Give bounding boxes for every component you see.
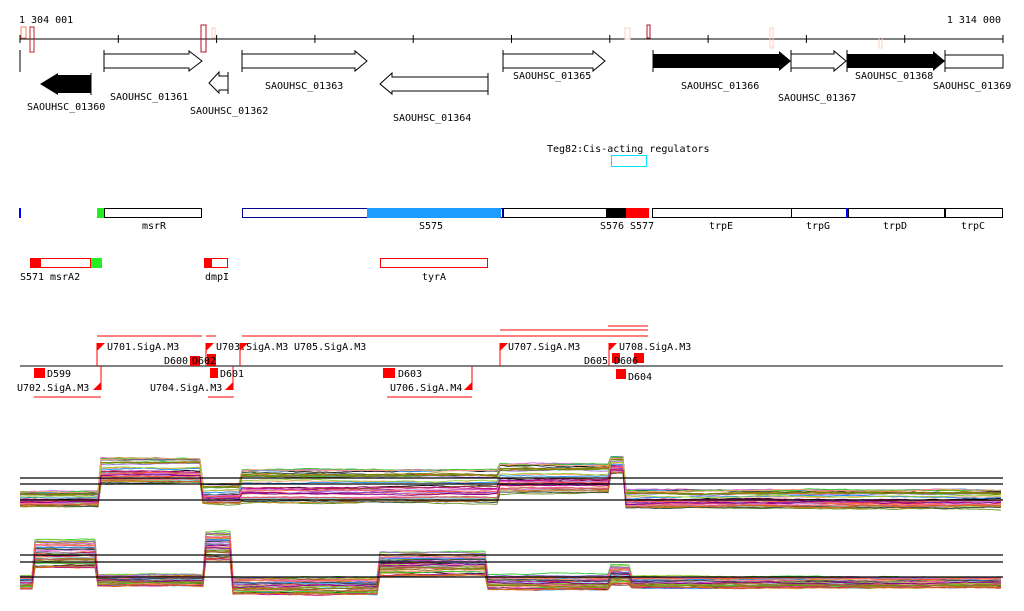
- feature-track-1: msrR S575 S576 S577 trpE trpG trpD trpC: [19, 208, 1003, 232]
- feature-tyrA[interactable]: tyrA: [380, 258, 488, 284]
- gene-SAOUHSC_01363[interactable]: SAOUHSC_01363: [241, 49, 368, 92]
- terminator-D605[interactable]: D605: [584, 356, 608, 367]
- promoter-U708[interactable]: U708.SigA.M3: [619, 342, 691, 353]
- gene-label: SAOUHSC_01362: [190, 106, 268, 117]
- feature-S571[interactable]: S571: [20, 258, 44, 283]
- expression-line: [20, 463, 1002, 500]
- expression-line: [19, 457, 1001, 494]
- expression-line: [20, 470, 1001, 507]
- expression-line: [19, 546, 1001, 588]
- terminator-D603[interactable]: D603: [398, 369, 422, 380]
- expression-panel-forward: [19, 455, 1003, 511]
- expression-line: [19, 551, 1002, 592]
- promoter-U707[interactable]: U707.SigA.M3: [508, 342, 580, 353]
- gene-label: SAOUHSC_01361: [110, 92, 188, 103]
- feature-label: S576: [600, 221, 624, 232]
- gene-label: SAOUHSC_01367: [778, 93, 856, 104]
- feature-label: msrR: [142, 221, 167, 232]
- gene-SAOUHSC_01361[interactable]: SAOUHSC_01361: [103, 49, 203, 103]
- coordinate-ruler: 1 304 001 1 314 000: [19, 15, 1004, 53]
- gene-SAOUHSC_01366[interactable]: SAOUHSC_01366: [652, 50, 791, 92]
- gene-label: SAOUHSC_01368: [855, 71, 933, 82]
- expression-line: [19, 559, 1002, 596]
- feature-msrA2[interactable]: msrA2: [40, 258, 103, 283]
- gene-label: SAOUHSC_01365: [513, 71, 591, 82]
- promoter-U701[interactable]: U701.SigA.M3: [107, 342, 179, 353]
- promoter-U705[interactable]: U705.SigA.M3: [294, 342, 366, 353]
- feature-trpE[interactable]: trpE: [652, 208, 792, 233]
- feature-track-2: S571 msrA2 dmpI tyrA: [20, 258, 488, 283]
- feature-label: S575: [419, 221, 443, 232]
- gene-label: SAOUHSC_01366: [681, 81, 759, 92]
- gene-track: SAOUHSC_01360 SAOUHSC_01361 SAOUHSC_0136…: [19, 49, 1011, 124]
- feature-S576[interactable]: S576: [600, 208, 626, 232]
- ruler-start-label: 1 304 001: [19, 15, 73, 26]
- feature-label: dmpI: [205, 272, 229, 283]
- gene-SAOUHSC_01368[interactable]: SAOUHSC_01368: [846, 50, 945, 82]
- regulator-label: Teg82:Cis-acting regulators: [547, 144, 710, 155]
- expression-line: [19, 471, 1002, 509]
- gene-SAOUHSC_01360[interactable]: SAOUHSC_01360: [27, 73, 105, 113]
- promoter-U703[interactable]: U703.SigA.M3: [216, 342, 288, 353]
- expression-line: [20, 536, 1002, 582]
- feature-label: tyrA: [422, 272, 446, 283]
- promoter-U704[interactable]: U704.SigA.M3: [150, 383, 222, 394]
- gene-SAOUHSC_01367[interactable]: SAOUHSC_01367: [778, 49, 856, 104]
- feature-dmpI[interactable]: dmpI: [204, 258, 229, 283]
- feature-S575[interactable]: S575: [242, 208, 503, 232]
- feature-label: S571: [20, 272, 44, 283]
- expression-line: [20, 466, 1002, 504]
- gene-label: SAOUHSC_01364: [393, 113, 471, 124]
- gene-SAOUHSC_01369[interactable]: SAOUHSC_01369: [933, 50, 1011, 92]
- expression-line: [19, 471, 1002, 508]
- terminator-D600[interactable]: D600: [164, 356, 188, 367]
- feature-trpC[interactable]: trpC: [945, 208, 1003, 233]
- expression-line: [19, 540, 1002, 585]
- feature-label: trpE: [709, 221, 733, 232]
- promoter-U706[interactable]: U706.SigA.M4: [390, 383, 462, 394]
- expression-line: [19, 533, 1001, 581]
- terminator-D604[interactable]: D604: [628, 372, 652, 383]
- gene-label: SAOUHSC_01363: [265, 81, 343, 92]
- snp-markers: [20, 24, 883, 53]
- terminator-D601[interactable]: D601: [220, 369, 244, 380]
- ruler-end-label: 1 314 000: [947, 15, 1001, 26]
- expression-panel-reverse: [19, 530, 1003, 596]
- promoter-track: U701.SigA.M3 D600 D602 U703.SigA.M3 U705…: [17, 325, 1003, 398]
- feature-label: trpG: [806, 221, 830, 232]
- expression-line: [19, 472, 1002, 511]
- promoter-U702[interactable]: U702.SigA.M3: [17, 383, 89, 394]
- gene-SAOUHSC_01365[interactable]: SAOUHSC_01365: [502, 49, 606, 82]
- feature-label: trpC: [961, 221, 985, 232]
- feature-label: S577: [630, 221, 654, 232]
- feature-S577[interactable]: S577: [626, 208, 654, 232]
- terminator-D599[interactable]: D599: [47, 369, 71, 380]
- expression-line: [19, 532, 1001, 580]
- expression-line: [19, 469, 1002, 505]
- feature-trpD[interactable]: trpD: [848, 208, 945, 233]
- expression-line: [19, 534, 1001, 580]
- feature-label: msrA2: [50, 272, 80, 283]
- expression-line: [19, 461, 1002, 498]
- gene-label: SAOUHSC_01369: [933, 81, 1011, 92]
- gene-SAOUHSC_01364[interactable]: SAOUHSC_01364: [379, 71, 489, 124]
- feature-msrR[interactable]: msrR: [104, 208, 202, 233]
- gene-SAOUHSC_01362[interactable]: SAOUHSC_01362: [190, 70, 268, 117]
- expression-line: [20, 459, 1002, 496]
- terminator-D606[interactable]: D606: [614, 356, 638, 367]
- gene-label: SAOUHSC_01360: [27, 102, 105, 113]
- feature-label: trpD: [883, 221, 907, 232]
- regulator-track[interactable]: Teg82:Cis-acting regulators: [547, 144, 710, 167]
- terminator-D602[interactable]: D602: [192, 356, 216, 367]
- expression-line: [19, 543, 1002, 586]
- feature-trpG[interactable]: trpG: [791, 208, 847, 233]
